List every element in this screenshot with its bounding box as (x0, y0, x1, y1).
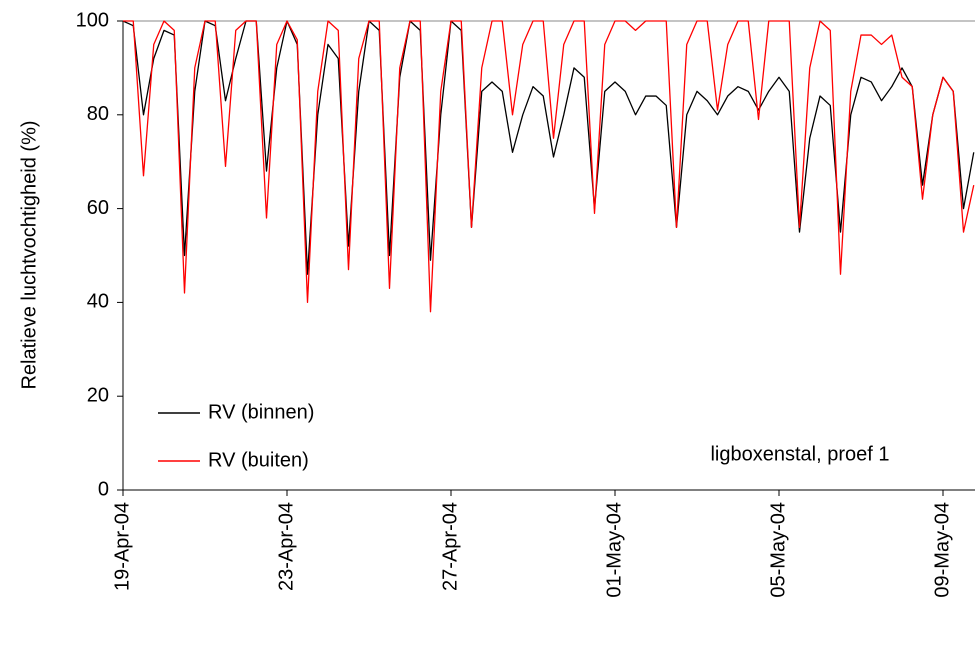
x-tick-label: 09-May-04 (931, 502, 953, 598)
y-tick-label: 100 (76, 9, 109, 31)
x-tick-label: 19-Apr-04 (111, 502, 133, 591)
series-line (123, 20, 975, 313)
x-tick-label: 05-May-04 (767, 502, 789, 598)
y-axis-label: Relatieve luchtvochtigheid (%) (18, 120, 40, 389)
y-tick-label: 80 (87, 103, 109, 125)
legend-label: RV (buiten) (208, 449, 309, 471)
x-tick-label: 23-Apr-04 (275, 502, 297, 591)
legend-label: RV (binnen) (208, 401, 314, 423)
y-tick-label: 20 (87, 384, 109, 406)
y-tick-label: 40 (87, 291, 109, 313)
y-tick-label: 0 (98, 478, 109, 500)
x-tick-label: 27-Apr-04 (439, 502, 461, 591)
x-tick-label: 01-May-04 (603, 502, 625, 598)
annotation: ligboxenstal, proef 1 (710, 443, 889, 465)
series-line (122, 20, 975, 275)
y-tick-label: 60 (87, 197, 109, 219)
